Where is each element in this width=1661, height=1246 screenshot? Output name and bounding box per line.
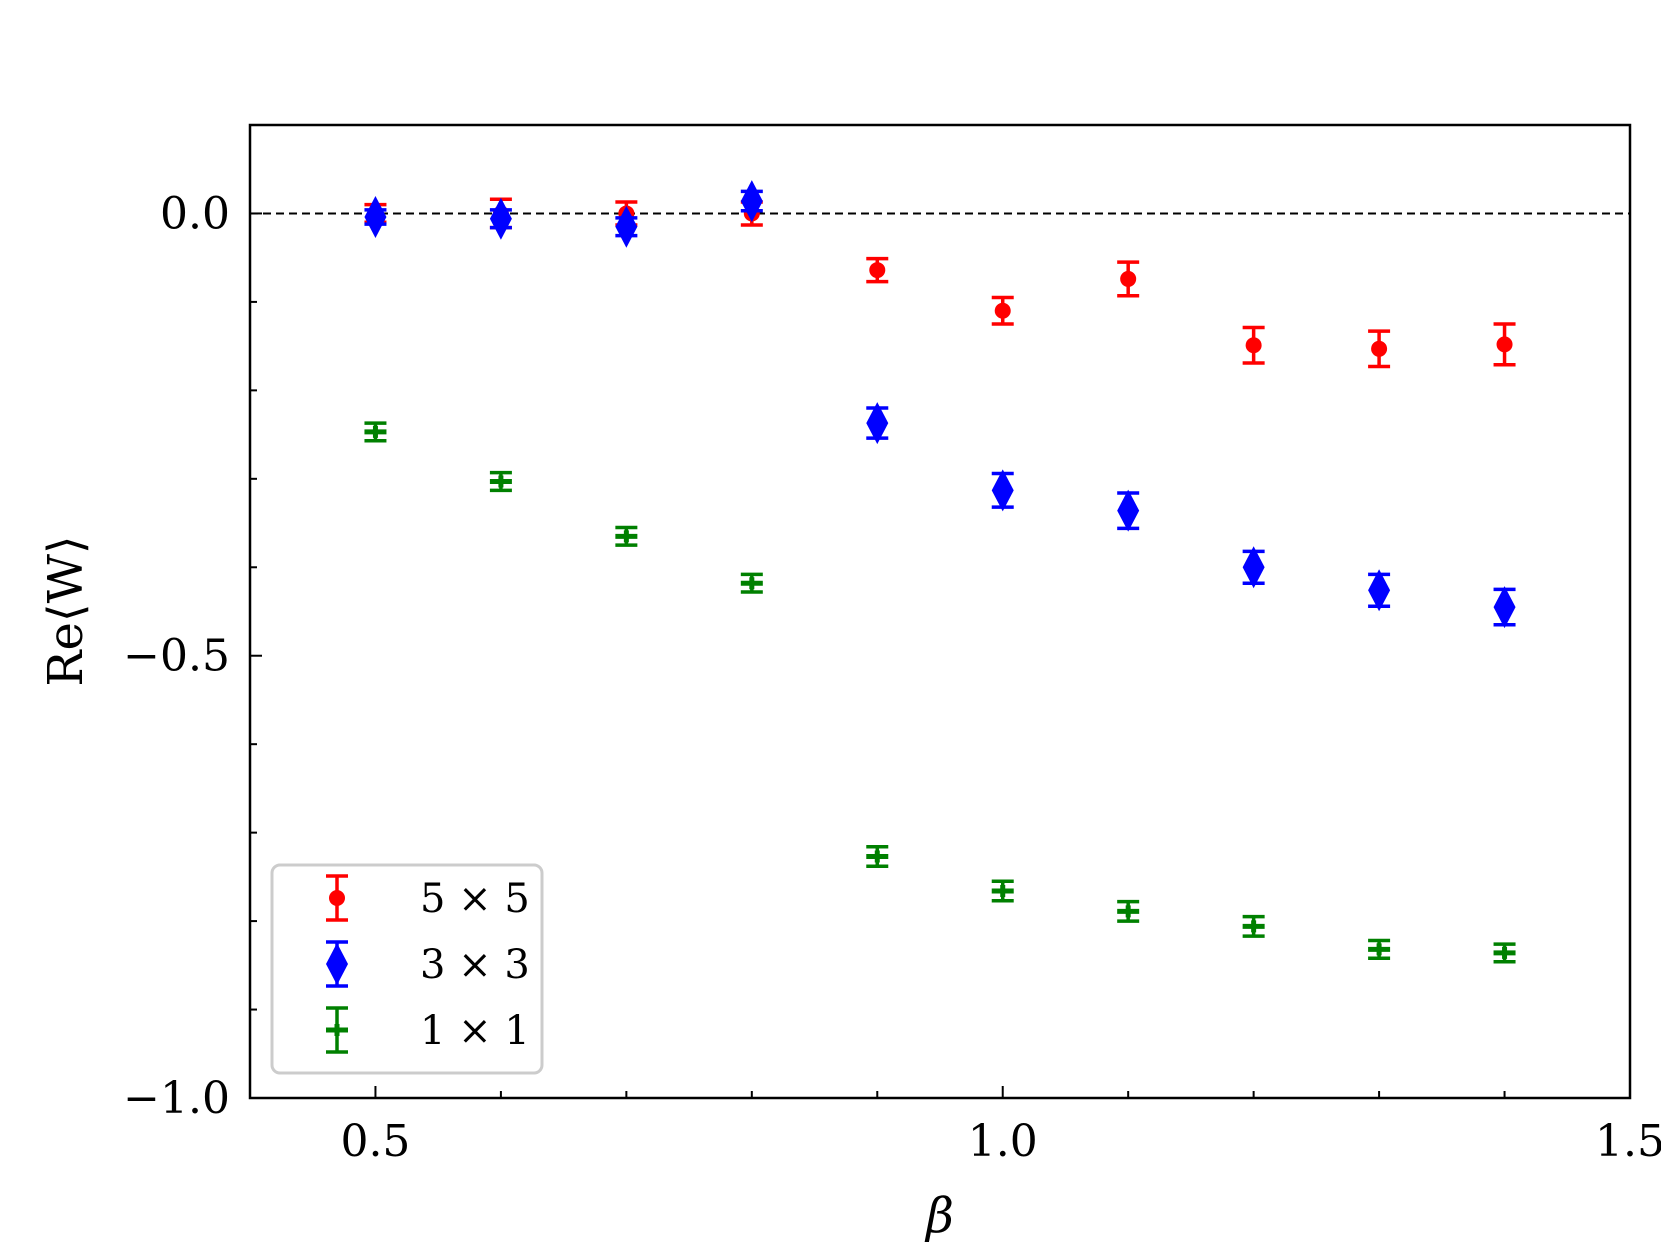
data-point (991, 885, 1014, 898)
x-tick-label: 1.5 (1595, 1116, 1661, 1167)
data-point (869, 262, 886, 279)
x-tick-label: 0.5 (340, 1116, 410, 1167)
data-point (1117, 489, 1140, 532)
x-tick-label: 1.0 (968, 1116, 1038, 1167)
data-point (1242, 546, 1265, 589)
data-point (489, 197, 512, 240)
data-point (1371, 340, 1388, 357)
data-point (740, 180, 763, 223)
data-point (866, 850, 889, 863)
axis-ticks: 0.5 1.0 1.5 −1.0 −0.5 0.0 (123, 188, 1661, 1167)
y-tick-label: −1.0 (123, 1073, 230, 1124)
y-axis-label: Re⟨W⟩ (38, 535, 94, 686)
legend-entry: 5 × 5 (326, 874, 530, 922)
data-point (364, 195, 387, 238)
legend-marker (326, 1024, 348, 1036)
legend-marker (326, 943, 348, 985)
data-point (866, 402, 889, 445)
data-point (615, 205, 638, 248)
series-diamond (364, 180, 1516, 629)
legend-label: 1 × 1 (420, 1008, 530, 1054)
legend-entry: 1 × 1 (326, 1006, 530, 1054)
data-point (1242, 920, 1265, 933)
series-plus (364, 421, 1516, 964)
x-axis-label: β (924, 1188, 954, 1244)
data-point (1245, 337, 1262, 354)
legend-entry: 3 × 3 (326, 940, 530, 988)
data-point (991, 469, 1014, 512)
legend-label: 3 × 3 (420, 942, 530, 988)
data-point (489, 475, 512, 488)
data-point (1368, 943, 1391, 956)
legend-marker (329, 890, 345, 906)
data-point (740, 577, 763, 590)
legend-label: 5 × 5 (420, 876, 530, 922)
y-tick-label: 0.0 (160, 188, 230, 239)
data-point (364, 425, 387, 438)
data-point (1496, 336, 1513, 353)
legend: 5 × 5 3 × 3 1 × 1 (270, 863, 544, 1075)
data-series (364, 180, 1516, 964)
y-tick-label: −0.5 (123, 631, 230, 682)
legend-box (270, 863, 544, 1075)
data-point (615, 530, 638, 543)
data-point (994, 302, 1011, 319)
data-point (1368, 569, 1391, 612)
data-point (1493, 946, 1516, 959)
data-point (1493, 586, 1516, 629)
plot-frame (248, 123, 1632, 1100)
data-point (1117, 905, 1140, 918)
data-point (1120, 270, 1137, 287)
